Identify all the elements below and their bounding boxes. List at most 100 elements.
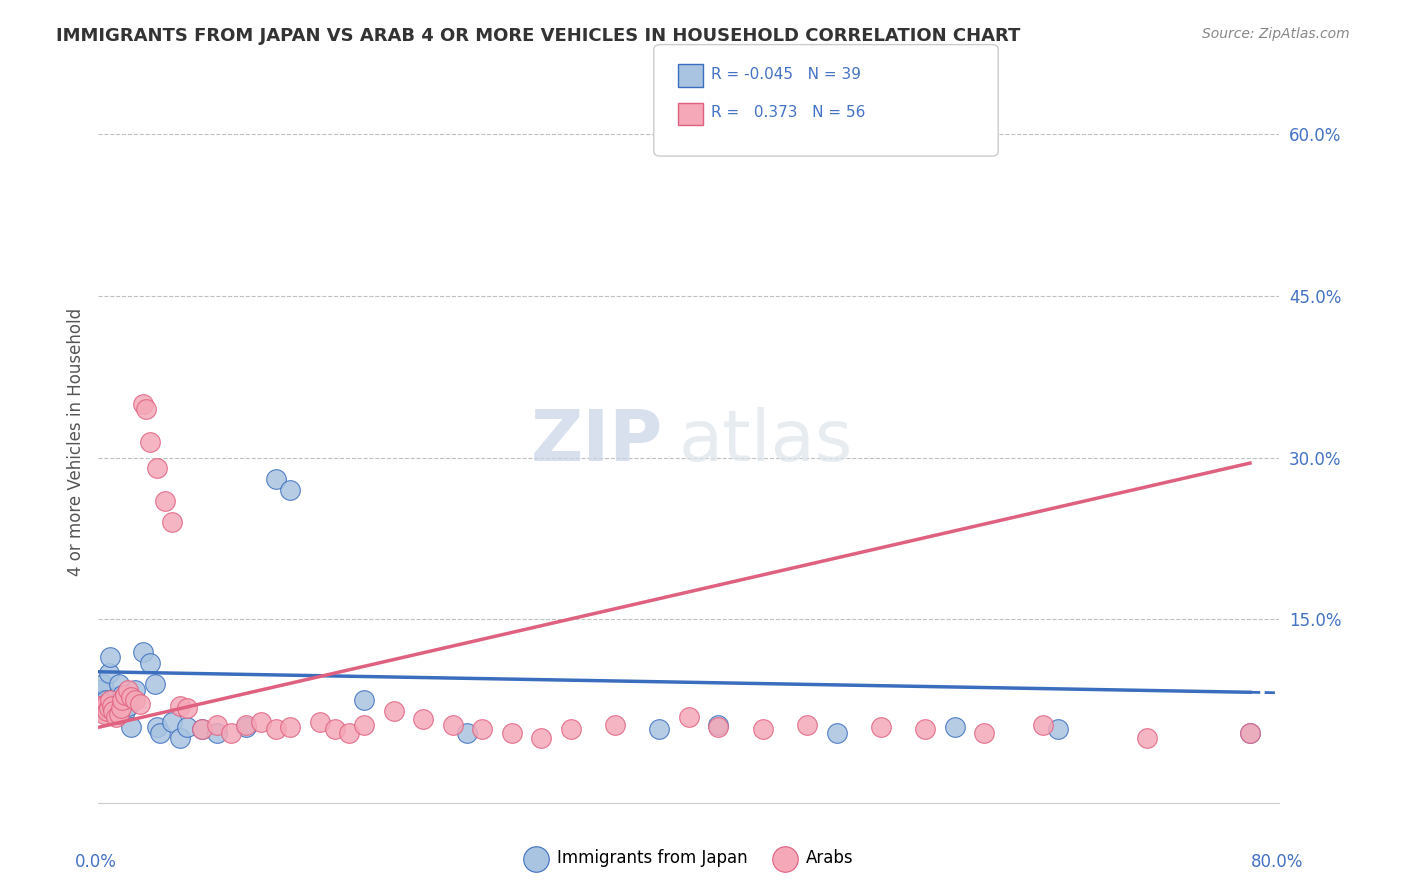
Point (97, 701, 120, 715)
Point (105, 690, 128, 705)
Point (132, 645, 155, 659)
Point (264, 723, 287, 737)
Point (98, 693, 121, 707)
Point (441, 718, 464, 732)
Point (176, 701, 198, 715)
Point (280, 483, 302, 497)
Point (93, 698, 115, 713)
Text: atlas: atlas (679, 407, 853, 476)
Point (530, 731, 553, 745)
Text: R =   0.373   N = 56: R = 0.373 N = 56 (711, 105, 866, 120)
Point (153, 493, 176, 508)
Y-axis label: 4 or more Vehicles in Household: 4 or more Vehicles in Household (66, 308, 84, 575)
Text: R = -0.045   N = 39: R = -0.045 N = 39 (711, 67, 862, 81)
Point (132, 397, 155, 411)
Point (91, 701, 114, 715)
Point (264, 472, 287, 486)
Point (162, 714, 183, 729)
Text: 80.0%: 80.0% (1251, 854, 1303, 871)
Text: IMMIGRANTS FROM JAPAN VS ARAB 4 OR MORE VEHICLES IN HOUSEHOLD CORRELATION CHART: IMMIGRANTS FROM JAPAN VS ARAB 4 OR MORE … (56, 27, 1021, 45)
Point (943, 720, 966, 734)
Text: Source: ZipAtlas.com: Source: ZipAtlas.com (1202, 27, 1350, 41)
Point (176, 720, 198, 734)
Point (108, 677, 131, 691)
Point (105, 709, 128, 723)
Point (114, 688, 136, 702)
Point (97, 666, 120, 681)
Point (191, 723, 214, 737)
Point (124, 693, 146, 707)
Point (89, 682, 111, 697)
Point (707, 720, 730, 734)
Point (870, 720, 893, 734)
Point (169, 698, 191, 713)
Point (135, 402, 157, 417)
Point (205, 725, 228, 739)
Point (120, 720, 142, 734)
Point (457, 725, 479, 739)
Point (280, 720, 302, 734)
Point (91, 677, 114, 691)
Point (111, 688, 134, 702)
Point (124, 682, 146, 697)
Point (412, 712, 434, 726)
Point (96, 704, 118, 718)
Point (309, 714, 332, 729)
Point (914, 723, 936, 737)
Point (605, 718, 627, 732)
Point (1136, 731, 1159, 745)
Point (94, 693, 117, 707)
Point (353, 693, 375, 707)
Point (146, 720, 169, 734)
Point (94, 697, 117, 711)
Point (382, 704, 405, 718)
Point (796, 718, 818, 732)
Point (128, 697, 150, 711)
Point (678, 709, 700, 723)
Point (560, 723, 582, 737)
Point (1239, 725, 1261, 739)
Point (103, 704, 125, 718)
Point (1046, 723, 1070, 737)
Point (169, 731, 191, 745)
Text: ZIP: ZIP (530, 407, 664, 476)
Point (89, 698, 111, 713)
Point (98, 650, 121, 665)
Point (111, 693, 134, 707)
Text: 0.0%: 0.0% (75, 854, 117, 871)
Legend: Immigrants from Japan, Arabs: Immigrants from Japan, Arabs (517, 843, 860, 874)
Point (825, 725, 848, 739)
Point (143, 677, 166, 691)
Point (90, 704, 112, 718)
Point (353, 718, 375, 732)
Point (120, 690, 142, 705)
Point (117, 698, 139, 713)
Point (323, 723, 346, 737)
Point (139, 434, 162, 449)
Point (339, 725, 361, 739)
Point (93, 707, 115, 722)
Point (221, 725, 243, 739)
Point (96, 704, 118, 718)
Point (162, 516, 183, 530)
Point (100, 693, 122, 707)
Point (149, 725, 172, 739)
Point (117, 682, 139, 697)
Point (235, 720, 257, 734)
Point (471, 723, 494, 737)
Point (110, 701, 132, 715)
Point (90, 693, 112, 707)
Point (501, 725, 523, 739)
Point (114, 704, 136, 718)
Point (250, 714, 273, 729)
Point (1239, 725, 1261, 739)
Point (648, 723, 671, 737)
Point (235, 718, 257, 732)
Point (108, 707, 131, 722)
Point (191, 723, 214, 737)
Point (110, 693, 132, 707)
Point (1032, 718, 1054, 732)
Point (146, 461, 169, 475)
Point (973, 725, 995, 739)
Point (103, 697, 125, 711)
